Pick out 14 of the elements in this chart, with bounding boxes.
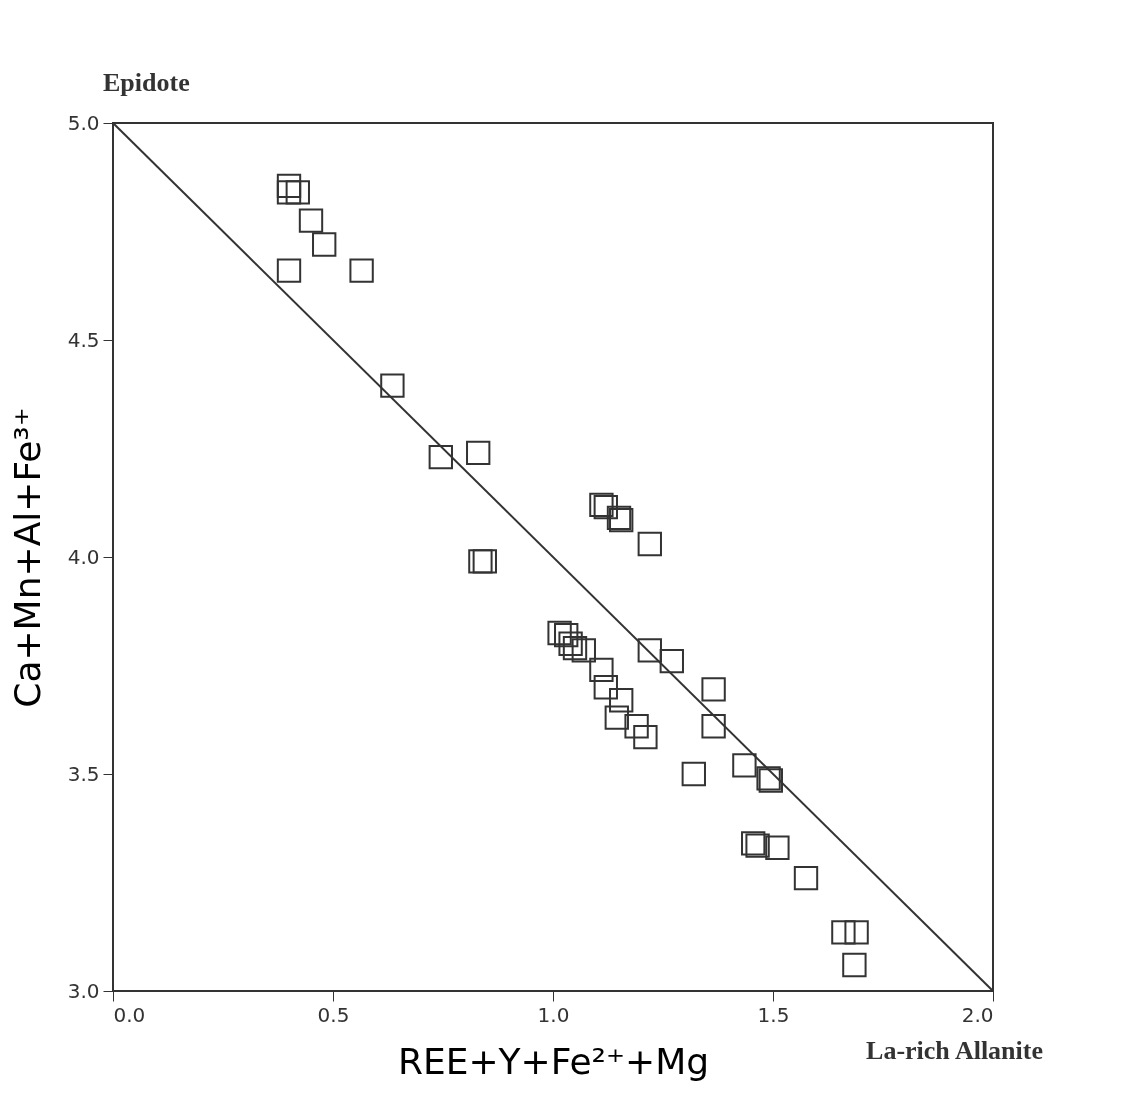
y-tick-label: 5.0 <box>67 110 100 135</box>
x-tick-label: 0.0 <box>113 1002 146 1027</box>
x-tick-label: 1.0 <box>537 1002 570 1027</box>
x-axis-title: REE+Y+Fe²⁺+Mg <box>397 1040 710 1082</box>
x-tick-label: 1.5 <box>757 1002 790 1027</box>
y-tick-label: 3.0 <box>67 978 100 1003</box>
y-tick-label: 3.5 <box>67 761 100 786</box>
annotation: La-rich Allanite <box>866 1036 1043 1065</box>
y-tick-label: 4.5 <box>67 327 100 352</box>
annotation: Epidote <box>103 68 190 97</box>
y-axis-title: Ca+Mn+Al+Fe³⁺ <box>6 407 48 708</box>
x-tick-label: 0.5 <box>317 1002 350 1027</box>
x-tick-label: 2.0 <box>961 1002 994 1027</box>
y-tick-label: 4.0 <box>67 544 100 569</box>
